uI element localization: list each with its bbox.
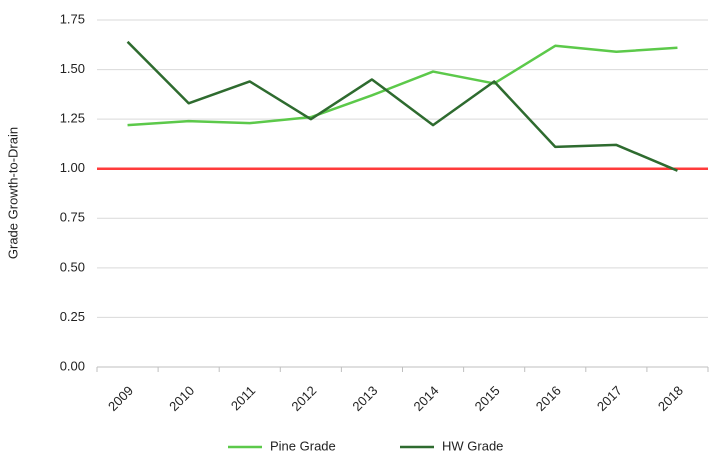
y-tick-label: 0.25 [60,309,85,324]
y-axis-label: Grade Growth-to-Drain [5,127,20,259]
y-tick-label: 1.25 [60,111,85,126]
line-series [127,44,678,127]
x-tick-label: 2009 [105,383,136,414]
y-tick-label: 0.75 [60,210,85,225]
x-tick-label: 2013 [349,383,380,414]
y-tick-label: 1.75 [60,11,85,26]
x-tick-label: 2010 [166,383,197,414]
legend-label: HW Grade [442,438,503,453]
x-tick-label: 2012 [288,383,319,414]
y-tick-label: 1.00 [60,160,85,175]
line-series [126,40,678,172]
x-tick-label: 2016 [533,383,564,414]
legend-label: Pine Grade [270,438,336,453]
x-tick-label: 2017 [594,383,625,414]
x-tick-label: 2015 [472,383,503,414]
y-tick-label: 1.50 [60,61,85,76]
x-tick-label: 2014 [411,383,442,414]
y-tick-label: 0.50 [60,259,85,274]
y-tick-label: 0.00 [60,358,85,373]
x-tick-label: 2011 [228,383,258,413]
x-tick-label: 2018 [655,383,686,414]
